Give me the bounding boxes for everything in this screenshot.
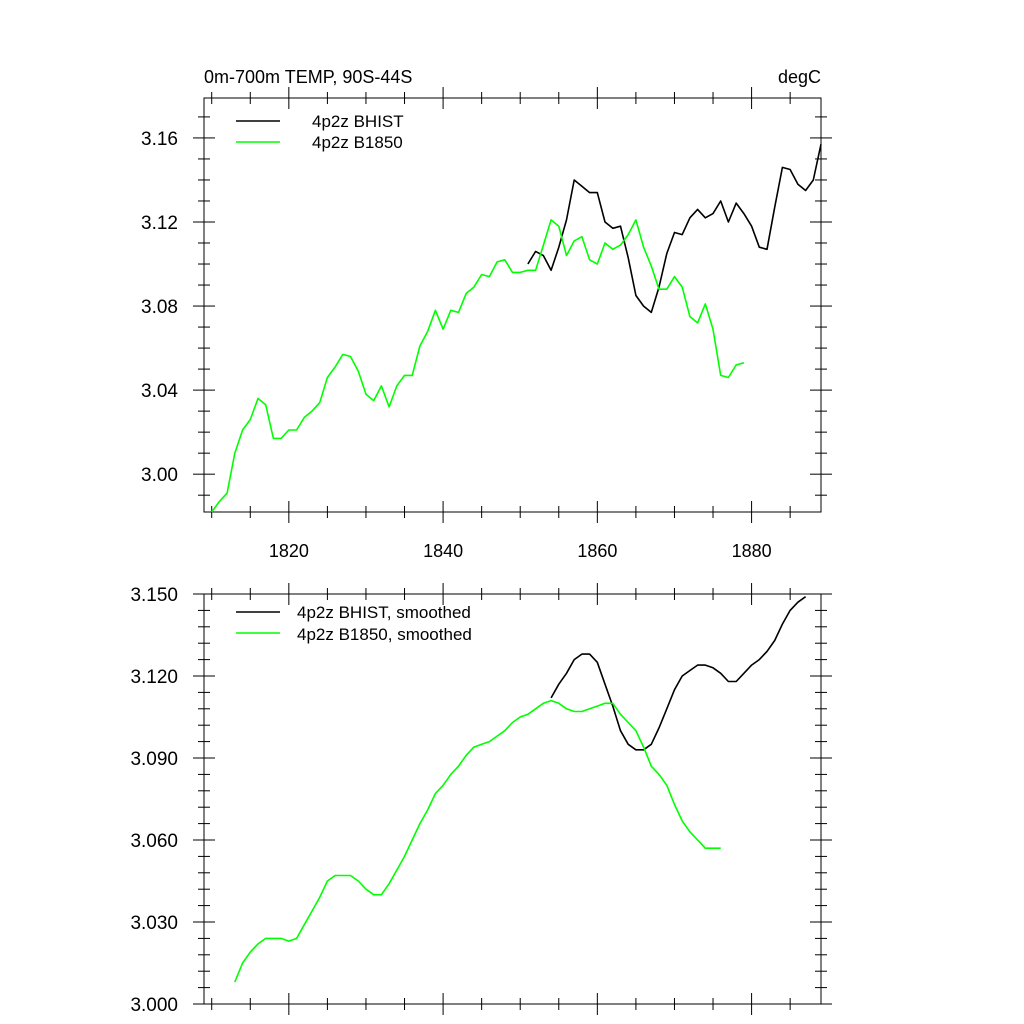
legend-label-bhist-smoothed: 4p2z BHIST, smoothed — [297, 603, 471, 622]
top-plot-frame — [203, 97, 822, 513]
x-tick-label: 1860 — [577, 541, 617, 561]
y-tick-label: 3.060 — [130, 831, 178, 852]
y-tick-label: 3.16 — [141, 129, 178, 150]
top-chart-title: 0m-700m TEMP, 90S-44S — [204, 67, 412, 87]
y-tick-label: 3.120 — [130, 667, 178, 688]
top-axis-ticks: 1820 1840 1860 1880 3.00 3.04 3.08 3.12 3.16 — [141, 87, 832, 561]
series-line-bhist — [527, 144, 822, 314]
y-tick-label: 3.12 — [141, 213, 178, 234]
y-tick-label: 3.04 — [141, 381, 178, 402]
x-tick-label: 1840 — [423, 541, 463, 561]
y-tick-label: 3.150 — [130, 585, 178, 606]
series-line-bhist — [550, 596, 807, 751]
y-tick-label: 3.090 — [130, 749, 178, 770]
top-chart-units: degC — [778, 67, 821, 87]
series-line-b1850 — [234, 699, 721, 983]
y-tick-label: 3.00 — [141, 465, 178, 486]
top-series-group — [211, 144, 822, 513]
top-legend: 4p2z BHIST 4p2z B1850 — [236, 112, 404, 152]
bottom-legend: 4p2z BHIST, smoothed 4p2z B1850, smoothe… — [236, 603, 472, 644]
x-tick-label: 1880 — [732, 541, 772, 561]
legend-label-b1850: 4p2z B1850 — [312, 133, 403, 152]
bottom-series-group — [234, 596, 807, 983]
legend-label-b1850-smoothed: 4p2z B1850, smoothed — [297, 625, 472, 644]
legend-label-bhist: 4p2z BHIST — [312, 112, 404, 131]
y-tick-label: 3.030 — [130, 913, 178, 934]
y-tick-label: 3.000 — [130, 995, 178, 1016]
x-tick-label: 1820 — [269, 541, 309, 561]
y-tick-label: 3.08 — [141, 297, 178, 318]
bottom-plot-frame — [203, 593, 822, 1005]
bottom-chart-panel: 3.000 3.030 3.060 3.090 3.120 3.150 4p2z BHIS… — [130, 583, 832, 1016]
bottom-axis-ticks: 3.000 3.030 3.060 3.090 3.120 3.150 — [130, 583, 832, 1016]
top-chart-panel: 0m-700m TEMP, 90S-44S degC 1820 1840 1860 1… — [141, 67, 832, 561]
series-line-b1850 — [211, 219, 745, 513]
